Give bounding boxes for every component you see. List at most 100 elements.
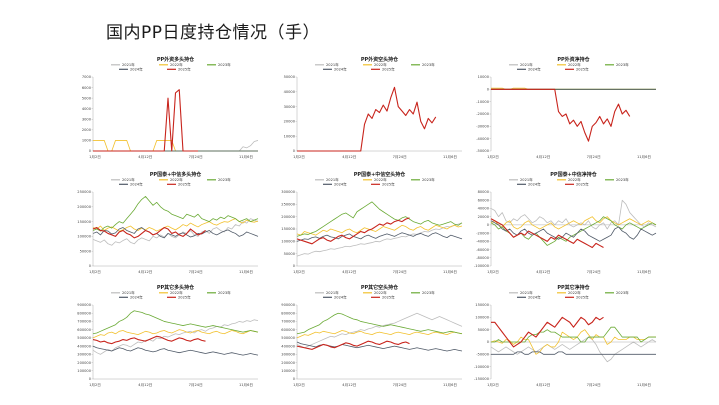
x-tick-label: 7月24日 <box>587 382 601 387</box>
chart-title: PP外资多头持仓 <box>157 56 195 63</box>
chart-2: PP外资空头持仓 2021年 2022年 2023年 2024年 2025年 0 10000 2… <box>280 55 470 165</box>
chart-svg: PP外资多头持仓 2021年 2022年 2023年 2024年 2025年 0 1000 20… <box>82 56 259 159</box>
legend-label: 2025年 <box>576 182 589 187</box>
x-tick-label: 4月12日 <box>138 382 152 387</box>
legend-label: 2022年 <box>170 177 183 182</box>
x-tick-label: 1月2日 <box>487 154 499 159</box>
y-tick-label: 20000 <box>284 120 296 124</box>
chart-title: PP国泰+中信净持仓 <box>550 171 598 178</box>
legend-label: 2022年 <box>568 177 581 182</box>
page-title: 国内PP日度持仓情况（手） <box>106 23 321 43</box>
y-tick-label: 0 <box>293 377 296 381</box>
legend-label: 2025年 <box>382 295 395 300</box>
series-line <box>490 329 656 355</box>
legend-label: 2025年 <box>178 67 191 72</box>
series-line <box>92 226 206 239</box>
y-tick-label: 5000 <box>82 96 92 100</box>
series-line <box>297 86 437 152</box>
chart-svg: PP外资净持仓 2021年 2022年 2023年 2024年 2025年 -50000 -4… <box>476 56 656 159</box>
y-tick-label: 400000 <box>77 344 91 348</box>
legend-label: 2025年 <box>382 67 395 72</box>
legend-label: 2025年 <box>576 67 589 72</box>
x-tick-label: 1月2日 <box>89 154 101 159</box>
y-tick-label: -80000 <box>476 256 489 260</box>
x-tick-label: 7月24日 <box>393 154 407 159</box>
y-tick-label: 150000 <box>475 303 489 307</box>
y-tick-label: 0 <box>487 223 490 227</box>
y-tick-label: 50000 <box>284 75 296 79</box>
y-tick-label: 60000 <box>478 198 490 202</box>
legend-label: 2025年 <box>178 182 191 187</box>
series-line <box>296 341 463 352</box>
chart-title: PP其它净持仓 <box>557 284 590 291</box>
legend-label: 2021年 <box>520 62 533 67</box>
series-line <box>296 201 463 237</box>
y-tick-label: 7000 <box>82 75 92 79</box>
series-line <box>490 216 657 230</box>
y-tick-label: -10000 <box>476 100 489 104</box>
y-tick-label: 0 <box>89 377 92 381</box>
y-tick-label: -50000 <box>476 353 489 357</box>
legend-label: 2022年 <box>374 290 387 295</box>
x-tick-label: 11月6日 <box>443 154 457 159</box>
y-tick-label: 50000 <box>80 249 92 253</box>
legend-label: 2024年 <box>528 182 541 187</box>
legend-label: 2021年 <box>326 290 339 295</box>
x-tick-label: 4月12日 <box>536 382 550 387</box>
chart-svg: PP其它空头持仓 2021年 2022年 2023年 2024年 2025年 0 100000… <box>281 284 463 387</box>
legend-label: 2023年 <box>616 177 629 182</box>
y-tick-label: 300000 <box>77 353 91 357</box>
x-tick-label: 7月24日 <box>393 382 407 387</box>
y-tick-label: 2000 <box>82 128 92 132</box>
chart-3: PP外资净持仓 2021年 2022年 2023年 2024年 2025年 -50000 -4… <box>474 55 664 165</box>
x-tick-label: 4月12日 <box>342 154 356 159</box>
x-tick-label: 7月24日 <box>393 269 407 274</box>
series-line <box>490 220 657 242</box>
y-tick-label: -20000 <box>476 231 489 235</box>
series-line <box>296 312 463 335</box>
series-line <box>296 217 410 245</box>
chart-8: PP其它空头持仓 2021年 2022年 2023年 2024年 2025年 0 100000… <box>280 283 470 393</box>
x-tick-label: 1月2日 <box>89 382 101 387</box>
y-tick-label: 100000 <box>281 369 295 373</box>
series-line <box>296 224 463 236</box>
x-tick-label: 11月6日 <box>443 382 457 387</box>
x-tick-label: 7月24日 <box>587 154 601 159</box>
y-tick-label: -30000 <box>476 125 489 129</box>
y-tick-label: 100000 <box>77 369 91 373</box>
legend-label: 2021年 <box>520 177 533 182</box>
legend-label: 2021年 <box>520 290 533 295</box>
y-tick-label: 500000 <box>281 336 295 340</box>
y-tick-label: 100000 <box>475 316 489 320</box>
x-tick-label: 11月6日 <box>443 269 457 274</box>
series-line <box>92 319 259 355</box>
y-tick-label: 400000 <box>281 344 295 348</box>
x-tick-label: 1月2日 <box>293 382 305 387</box>
series-line <box>92 218 259 246</box>
y-tick-label: 0 <box>293 264 296 268</box>
y-tick-label: 50000 <box>284 252 296 256</box>
y-tick-label: 700000 <box>281 320 295 324</box>
legend-label: 2021年 <box>122 62 135 67</box>
series-line <box>92 227 259 239</box>
chart-1: PP外资多头持仓 2021年 2022年 2023年 2024年 2025年 0 1000 20… <box>76 55 266 165</box>
x-tick-label: 4月12日 <box>342 269 356 274</box>
y-tick-label: -60000 <box>476 248 489 252</box>
legend-label: 2022年 <box>374 177 387 182</box>
y-tick-label: 40000 <box>478 207 490 211</box>
series-line <box>296 232 463 242</box>
x-tick-label: 4月12日 <box>342 382 356 387</box>
y-tick-label: 900000 <box>281 303 295 307</box>
x-tick-label: 11月6日 <box>637 382 651 387</box>
y-tick-label: 200000 <box>281 361 295 365</box>
series-line <box>92 218 259 232</box>
x-tick-label: 7月24日 <box>189 154 203 159</box>
y-tick-label: 6000 <box>82 86 92 90</box>
y-tick-label: -150000 <box>474 377 490 381</box>
series-line <box>92 335 206 345</box>
series-line <box>491 88 631 142</box>
y-tick-label: -20000 <box>476 112 489 116</box>
x-tick-label: 7月24日 <box>189 382 203 387</box>
x-tick-label: 4月12日 <box>138 154 152 159</box>
y-tick-label: 900000 <box>77 303 91 307</box>
